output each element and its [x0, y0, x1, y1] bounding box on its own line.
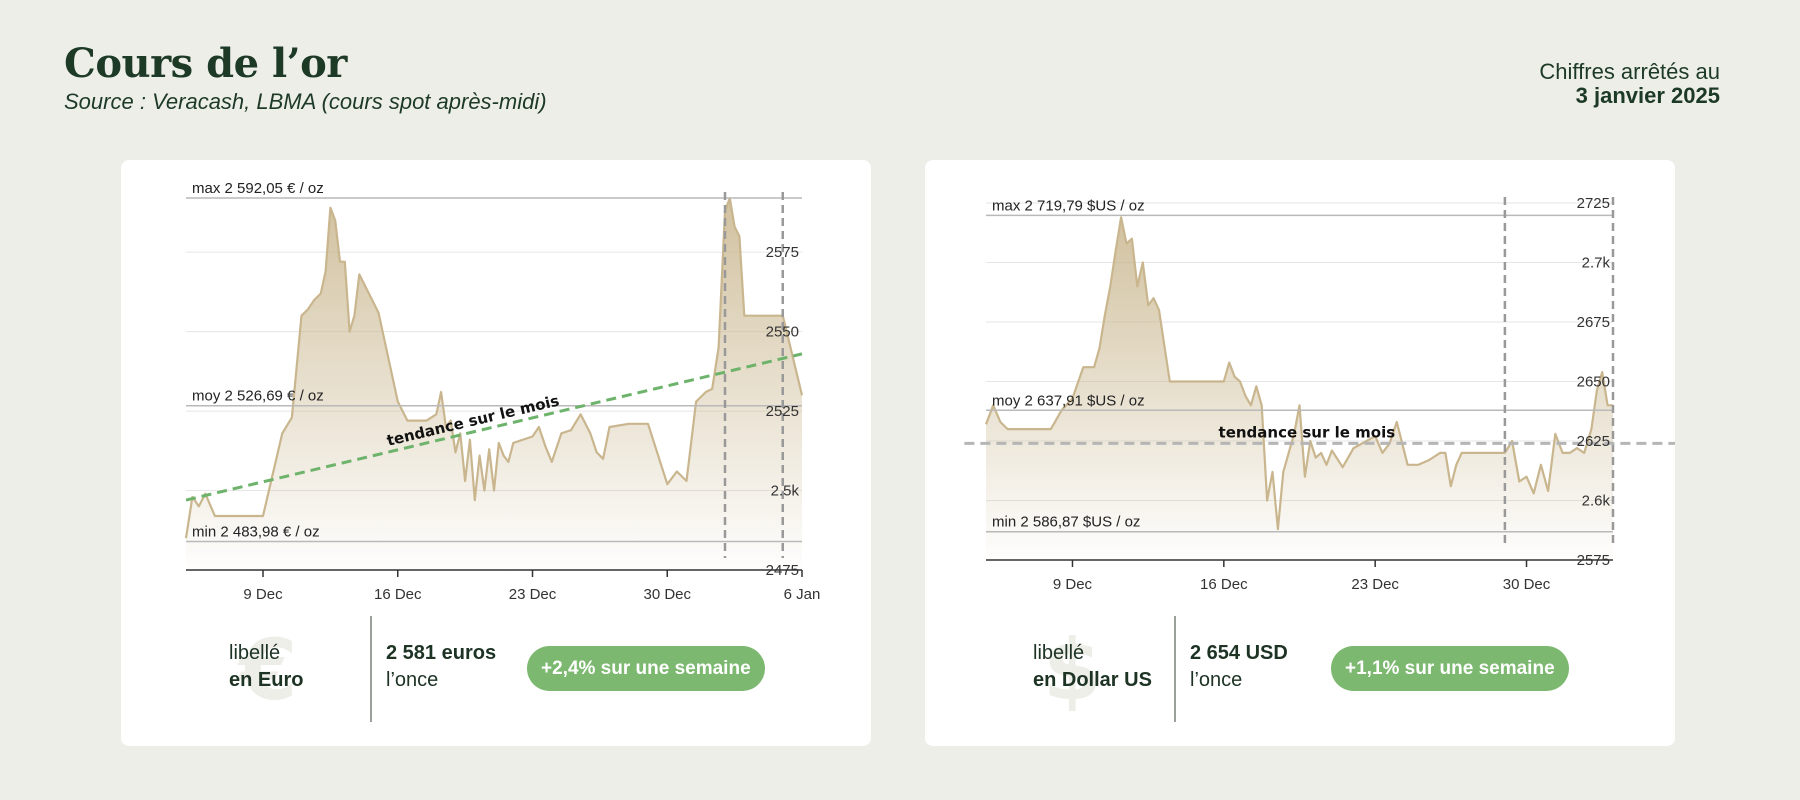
y-tick-label: 2.7k — [1582, 255, 1611, 272]
currency-label-line2: en Euro — [229, 669, 304, 691]
price-value: 2 581 euros — [386, 642, 497, 664]
y-tick-label: 2575 — [766, 244, 799, 261]
currency-label-line1: libellé — [1033, 642, 1085, 664]
price-unit: l’once — [386, 669, 439, 691]
price-line — [184, 197, 804, 539]
euro-card-footer: € libellé en Euro 2 581 euros l’once +2,… — [121, 616, 871, 728]
price-unit: l’once — [1190, 669, 1243, 691]
min-reference-label: min 2 586,87 $US / oz — [992, 514, 1140, 531]
y-tick-label: 2675 — [1577, 314, 1610, 331]
footer-divider — [1174, 616, 1176, 722]
currency-label: libellé en Euro — [229, 640, 303, 694]
y-tick-label: 2625 — [1577, 433, 1610, 450]
source-subtitle: Source : Veracash, LBMA (cours spot aprè… — [64, 89, 547, 114]
price-block: 2 581 euros l’once — [386, 640, 496, 694]
y-tick-label: 2650 — [1577, 374, 1610, 391]
min-reference-label: min 2 483,98 € / oz — [192, 523, 320, 540]
y-tick-label: 2575 — [1577, 552, 1610, 569]
date-value: 3 janvier 2025 — [1575, 83, 1720, 108]
weekly-change-badge: +1,1% sur une semaine — [1331, 646, 1569, 691]
date-block: Chiffres arrêtés au 3 janvier 2025 — [1539, 60, 1720, 108]
x-tick-label: 16 Dec — [374, 586, 422, 603]
usd-chart-card: max 2 719,79 $US / oz moy 2 637,91 $US / … — [925, 160, 1675, 746]
currency-label-line1: libellé — [229, 642, 281, 664]
y-tick-label: 2.5k — [771, 483, 800, 500]
y-tick-label: 2525 — [766, 403, 799, 420]
x-tick-label: 9 Dec — [243, 586, 283, 603]
weekly-change-badge: +2,4% sur une semaine — [527, 646, 765, 691]
y-tick-label: 2475 — [766, 562, 799, 579]
date-label: Chiffres arrêtés au — [1539, 59, 1720, 84]
mean-reference-label: moy 2 637,91 $US / oz — [992, 392, 1145, 409]
price-block: 2 654 USD l’once — [1190, 640, 1288, 694]
x-tick-label: 23 Dec — [1351, 576, 1399, 593]
y-tick-label: 2.6k — [1582, 493, 1611, 510]
x-tick-label: 23 Dec — [509, 586, 557, 603]
page-title: Cours de l’or — [64, 40, 347, 87]
currency-label: libellé en Dollar US — [1033, 640, 1152, 694]
currency-label-line2: en Dollar US — [1033, 669, 1152, 691]
x-tick-label: 9 Dec — [1053, 576, 1093, 593]
price-area — [186, 198, 802, 570]
euro-gold-price-chart: max 2 592,05 € / oz moy 2 526,69 € / oz mi… — [184, 180, 821, 603]
max-reference-label: max 2 719,79 $US / oz — [992, 197, 1145, 214]
x-tick-label: 30 Dec — [1503, 576, 1551, 593]
mean-reference-label: moy 2 526,69 € / oz — [192, 388, 324, 405]
trend-label: tendance sur le mois — [1219, 423, 1396, 441]
x-tick-label: 30 Dec — [643, 586, 691, 603]
y-tick-label: 2550 — [766, 324, 799, 341]
trend-line — [185, 352, 803, 502]
euro-symbol-icon: € — [239, 621, 298, 719]
usd-gold-price-chart: max 2 719,79 $US / oz moy 2 637,91 $US / … — [964, 195, 1675, 593]
price-value: 2 654 USD — [1190, 642, 1288, 664]
dollar-symbol-icon: $ — [1043, 621, 1102, 719]
price-area — [986, 217, 1613, 561]
max-reference-label: max 2 592,05 € / oz — [192, 180, 324, 197]
footer-divider — [370, 616, 372, 722]
x-tick-label: 16 Dec — [1200, 576, 1248, 593]
euro-chart-card: max 2 592,05 € / oz moy 2 526,69 € / oz mi… — [121, 160, 871, 746]
y-tick-label: 2725 — [1577, 195, 1610, 212]
usd-card-footer: $ libellé en Dollar US 2 654 USD l’once … — [925, 616, 1675, 728]
price-line — [984, 216, 1613, 531]
x-tick-label: 6 Jan — [784, 586, 821, 603]
